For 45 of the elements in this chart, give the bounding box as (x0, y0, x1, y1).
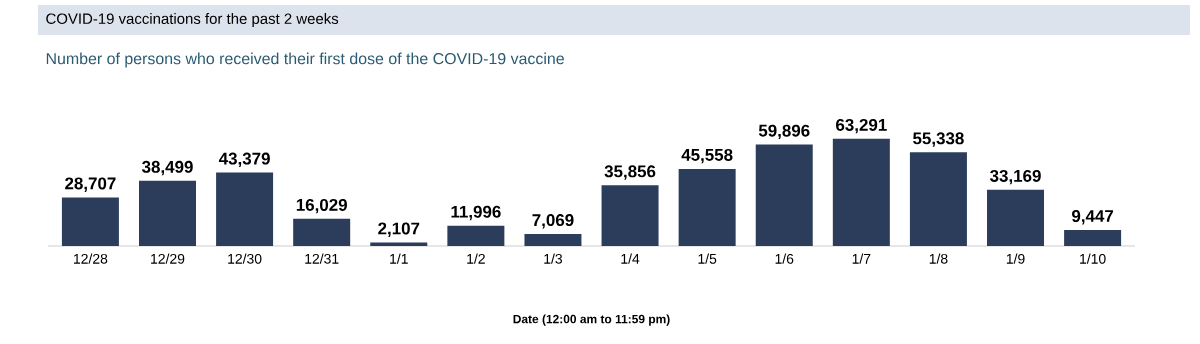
data-label: 55,338 (913, 132, 964, 147)
x-tick-label: 1/1 (390, 253, 408, 264)
data-label: 63,291 (836, 118, 887, 134)
bar (601, 185, 659, 246)
data-label: 9,447 (1072, 210, 1114, 225)
bar (216, 172, 274, 246)
bar (524, 234, 582, 246)
x-tick-label: 1/8 (929, 253, 948, 264)
data-label: 2,107 (378, 222, 420, 237)
x-tick-label: 1/6 (775, 253, 794, 264)
x-tick-label: 12/30 (228, 253, 262, 264)
chart-subtitle: Number of persons who received their first dose of the COVID-19 vaccine (46, 52, 564, 68)
x-tick-label: 1/2 (467, 253, 485, 264)
x-tick-label: 12/28 (74, 253, 108, 264)
data-label: 7,069 (532, 214, 574, 229)
x-tick-label: 12/31 (305, 253, 339, 264)
data-label: 16,029 (296, 198, 347, 214)
bar (987, 189, 1045, 246)
bar (755, 144, 813, 246)
x-tick-label: 1/5 (698, 253, 717, 264)
x-tick-label: 1/9 (1006, 253, 1025, 264)
x-tick-label: 12/29 (151, 253, 185, 264)
data-label: 33,169 (990, 169, 1041, 185)
bar (1064, 230, 1122, 246)
data-label: 45,558 (681, 148, 733, 164)
bar (61, 197, 119, 246)
bar (293, 218, 351, 246)
chart-title: COVID-19 vaccinations for the past 2 weeks (46, 13, 339, 27)
data-label: 35,856 (604, 165, 656, 180)
x-tick-label: 1/4 (621, 253, 640, 264)
data-label: 11,996 (451, 205, 501, 221)
bar (370, 242, 428, 246)
data-label: 38,499 (141, 160, 193, 176)
bar (139, 180, 196, 246)
bar (678, 168, 736, 246)
x-tick-label: 1/7 (852, 253, 871, 264)
x-tick-label: 1/10 (1080, 253, 1106, 264)
x-axis-title: Date (12:00 am to 11:59 pm) (513, 314, 670, 326)
bar (832, 138, 890, 246)
data-label: 28,707 (65, 177, 116, 192)
bar (447, 225, 505, 246)
x-tick-label: 1/3 (544, 253, 563, 264)
data-label: 43,379 (218, 152, 270, 168)
data-label: 59,896 (758, 124, 810, 140)
bar (909, 152, 967, 246)
